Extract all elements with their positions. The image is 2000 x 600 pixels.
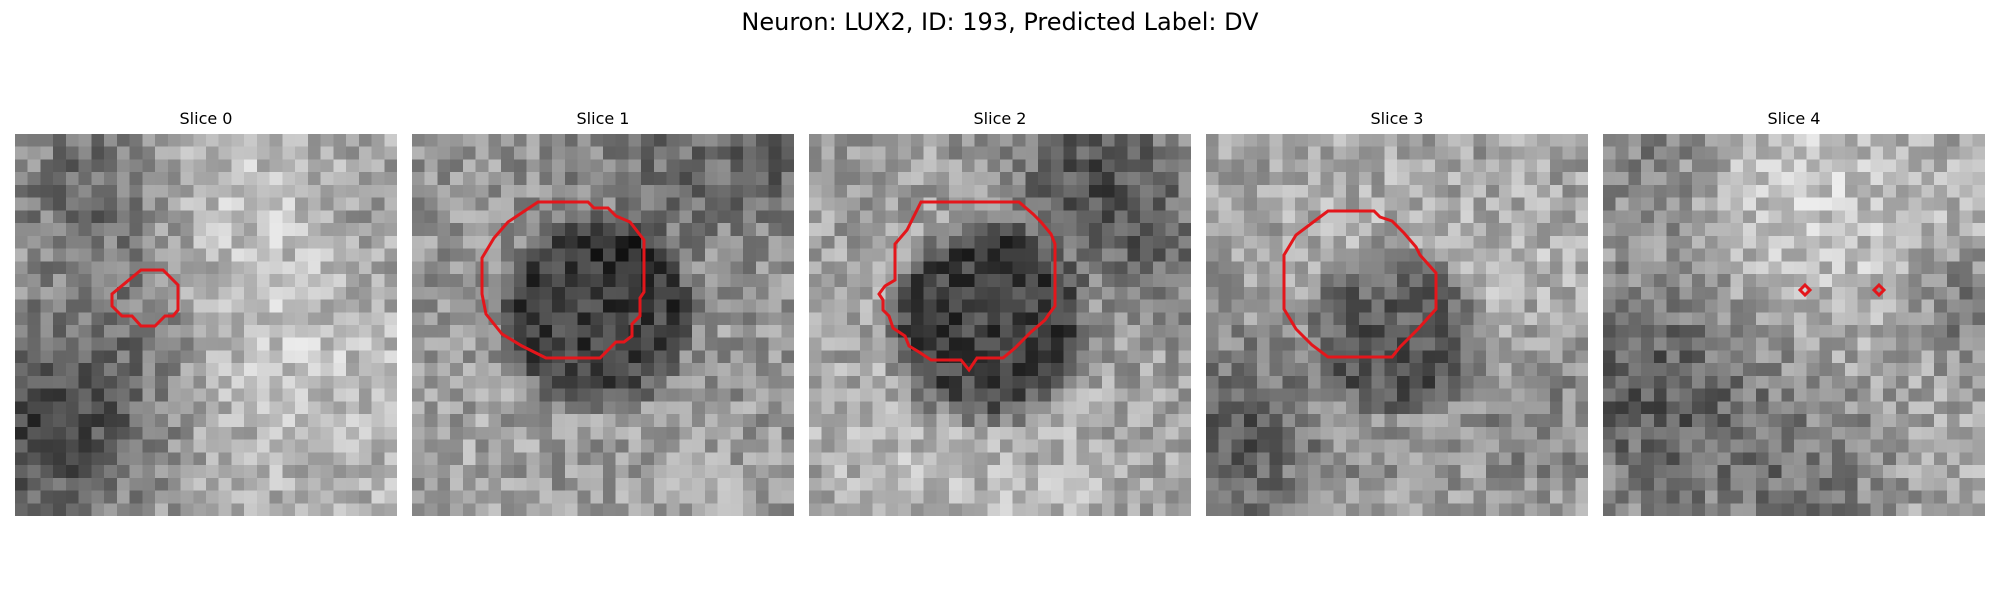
pixel-grid	[15, 134, 397, 516]
slice-image-2	[809, 134, 1191, 516]
slice-image-3	[1206, 134, 1588, 516]
slice-title-0: Slice 0	[179, 109, 233, 128]
slice-image-4	[1603, 134, 1985, 516]
roi-contour	[110, 268, 180, 328]
slice-title-3: Slice 3	[1370, 109, 1424, 128]
slice-title-2: Slice 2	[973, 109, 1027, 128]
figure-title: Neuron: LUX2, ID: 193, Predicted Label: …	[741, 8, 1259, 36]
slice-title-1: Slice 1	[576, 109, 630, 128]
roi-contour	[1871, 282, 1887, 298]
pixel-grid	[412, 134, 794, 516]
roi-contour	[877, 200, 1057, 373]
pixel-grid	[1603, 134, 1985, 516]
slice-image-1	[412, 134, 794, 516]
pixel-grid	[1206, 134, 1588, 516]
pixel-grid	[809, 134, 1191, 516]
slice-image-0	[15, 134, 397, 516]
roi-contour	[1797, 282, 1813, 298]
roi-contour	[480, 200, 646, 360]
slice-title-4: Slice 4	[1767, 109, 1821, 128]
roi-contour	[1282, 209, 1438, 359]
